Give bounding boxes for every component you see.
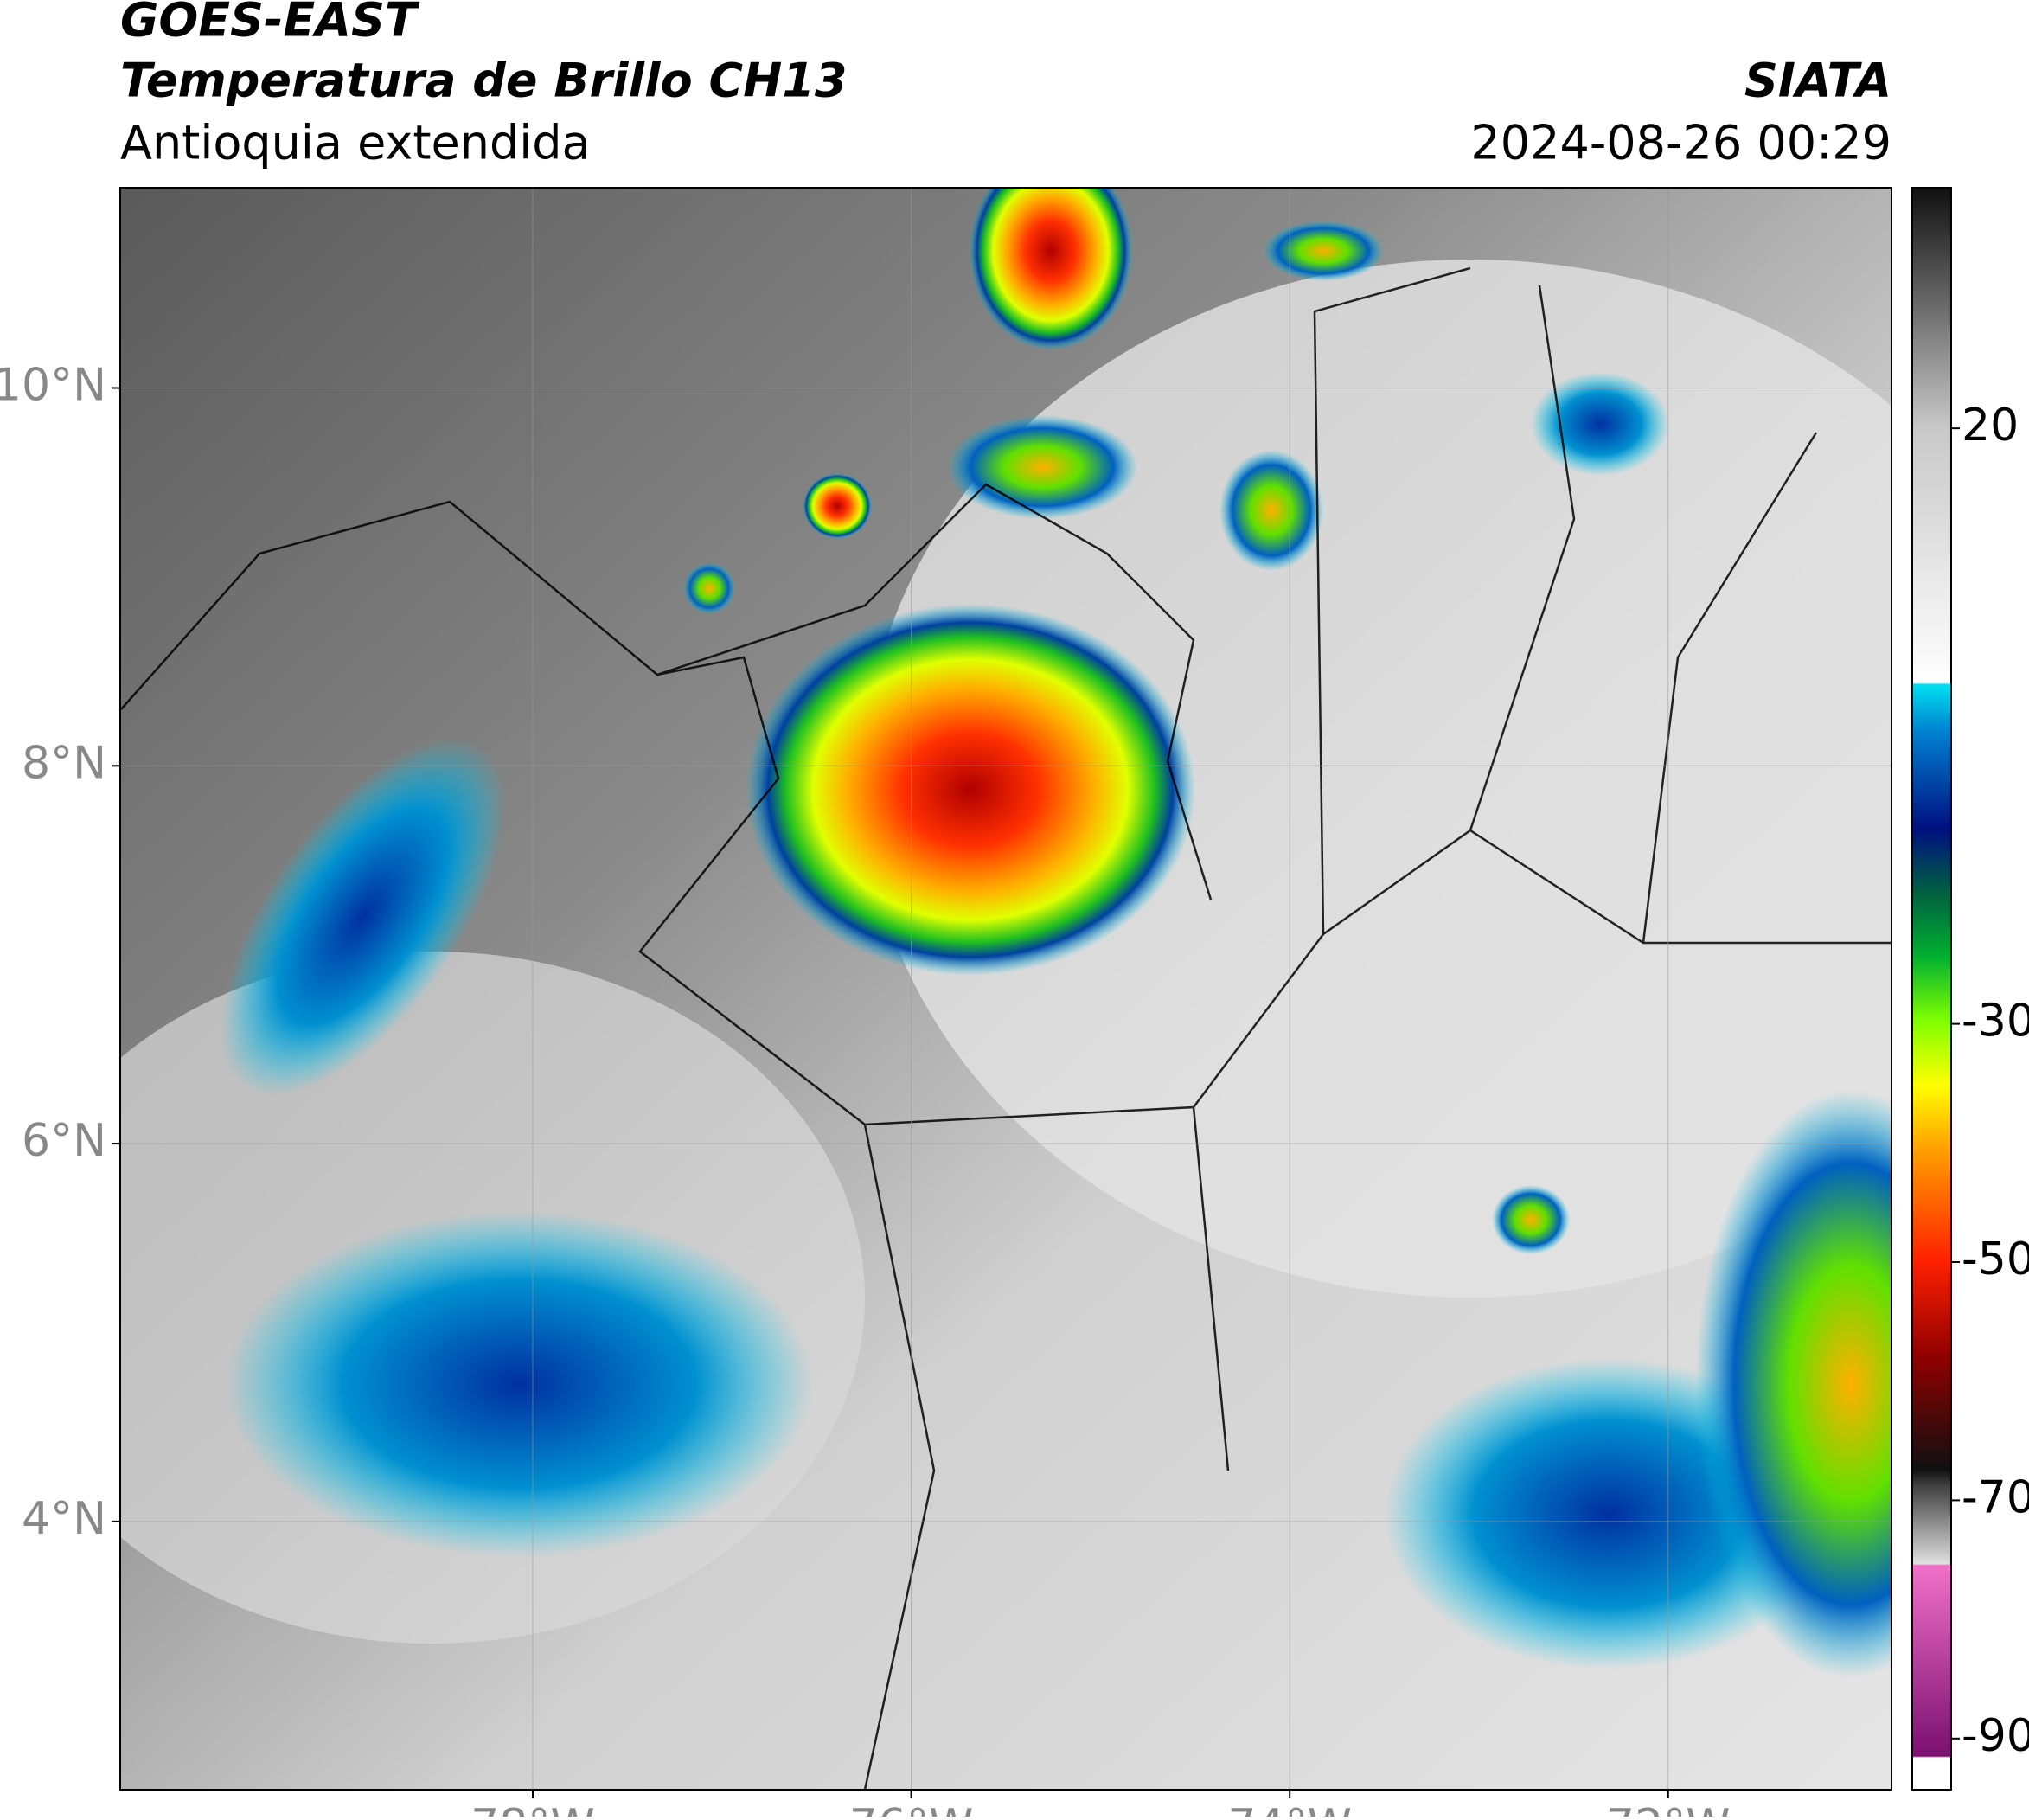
colorbar-tick-label: -90 [1962, 1710, 2029, 1762]
colorbar-tick-label: 20 [1962, 400, 2019, 452]
satellite-image [120, 188, 1891, 1790]
colorbar-tick-label: -30 [1962, 996, 2029, 1048]
subtitle: Temperatura de Brillo CH13 [120, 54, 848, 108]
colorbar-tick-label: -50 [1962, 1234, 2029, 1285]
datetime: 2024-08-26 00:29 [1470, 116, 1891, 170]
colorbar-tick-label: -70 [1962, 1471, 2029, 1523]
x-tick-label: 74°W [1227, 1800, 1352, 1817]
colorbar [1911, 187, 1952, 1791]
x-tick-label: 76°W [849, 1800, 974, 1817]
title: GOES-EAST [120, 0, 420, 48]
x-tick-label: 72°W [1606, 1800, 1731, 1817]
map-frame [119, 187, 1892, 1791]
y-tick-label: 8°N [22, 737, 106, 789]
grid [120, 188, 1891, 1790]
x-tick-label: 78°W [470, 1800, 595, 1817]
y-tick-label: 6°N [22, 1115, 106, 1167]
y-tick-label: 10°N [0, 360, 106, 412]
organization: SIATA [1744, 54, 1891, 108]
y-tick-label: 4°N [22, 1493, 106, 1545]
region: Antioquia extendida [120, 116, 591, 170]
